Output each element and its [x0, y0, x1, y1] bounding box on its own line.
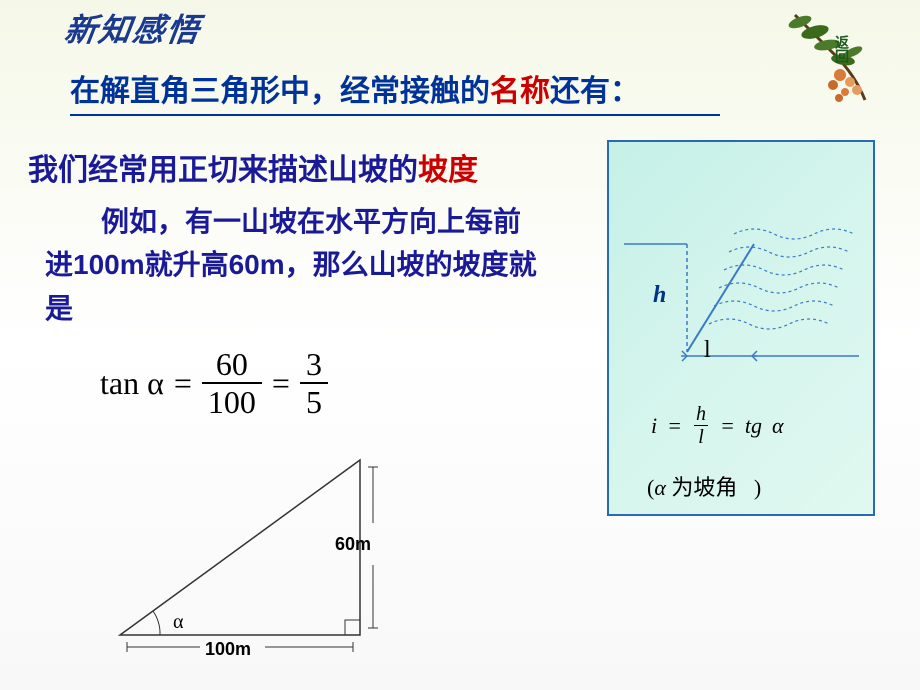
heading-highlight: 名称 [490, 75, 550, 108]
formula-frac1: 60 100 [202, 348, 262, 418]
body-text: 例如，有一山坡在水平方向上每前进100m就升高60m，那么山坡的坡度就是 [45, 200, 545, 330]
box-l-label: l [704, 337, 711, 364]
heading-part2: 还有： [550, 75, 640, 108]
box-formula: i = h l = tg α [651, 404, 784, 447]
sub-heading: 我们经常用正切来描述山坡的坡度 [28, 145, 478, 189]
box-note: (α 为坡角 ) [647, 470, 761, 502]
subheading-part1: 我们经常用正切来描述山坡的 [28, 154, 418, 187]
formula-lhs: tan α [100, 365, 164, 402]
formula-num1: 60 [210, 348, 254, 382]
formula-frac2: 3 5 [300, 348, 328, 418]
heading-part1: 在解直角三角形中，经常接触的 [70, 75, 490, 108]
box-formula-lhs: i [651, 413, 657, 439]
box-h-label: h [653, 282, 666, 309]
back-button[interactable]: 返回 [832, 35, 852, 63]
subheading-highlight: 坡度 [418, 154, 478, 187]
formula-den1: 100 [202, 382, 262, 418]
decorative-title: 新知感悟 [62, 5, 204, 51]
box-formula-arg: α [772, 413, 784, 439]
box-note-close: ) [754, 475, 761, 500]
box-formula-num: h [692, 404, 710, 425]
slope-definition-box: h l i = h l = tg α (α 为坡角 ) [607, 140, 875, 516]
triangle-diagram: α 60m 100m [105, 445, 395, 660]
box-formula-frac: h l [692, 404, 710, 447]
box-formula-eq2: = [720, 413, 735, 439]
height-label: 60m [335, 534, 371, 554]
angle-label: α [173, 611, 184, 633]
formula-eq1: = [174, 365, 192, 402]
formula-den2: 5 [300, 382, 328, 418]
slope-illustration-icon [619, 162, 867, 362]
box-formula-fn: tg [745, 413, 762, 439]
main-formula: tan α = 60 100 = 3 5 [100, 348, 328, 418]
formula-eq2: = [272, 365, 290, 402]
box-note-text: 为坡角 [666, 475, 738, 500]
box-formula-den: l [694, 425, 708, 447]
base-label: 100m [205, 639, 251, 659]
box-formula-eq1: = [667, 413, 682, 439]
formula-num2: 3 [300, 348, 328, 382]
main-heading: 在解直角三角形中，经常接触的名称还有： [70, 66, 720, 116]
box-note-var: α [654, 475, 666, 500]
